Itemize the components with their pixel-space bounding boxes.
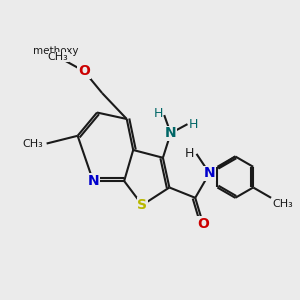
Text: CH₃: CH₃ [272,199,293,209]
Text: N: N [87,174,99,188]
Text: H: H [154,107,163,120]
Text: N: N [204,166,215,180]
Text: CH₃: CH₃ [48,52,69,62]
Text: S: S [137,198,147,212]
Text: O: O [197,217,209,231]
Text: H: H [189,118,198,131]
Text: methoxy: methoxy [33,46,78,56]
Text: CH₃: CH₃ [23,139,44,148]
Text: H: H [184,147,194,161]
Text: N: N [165,126,176,140]
Text: O: O [78,64,90,78]
